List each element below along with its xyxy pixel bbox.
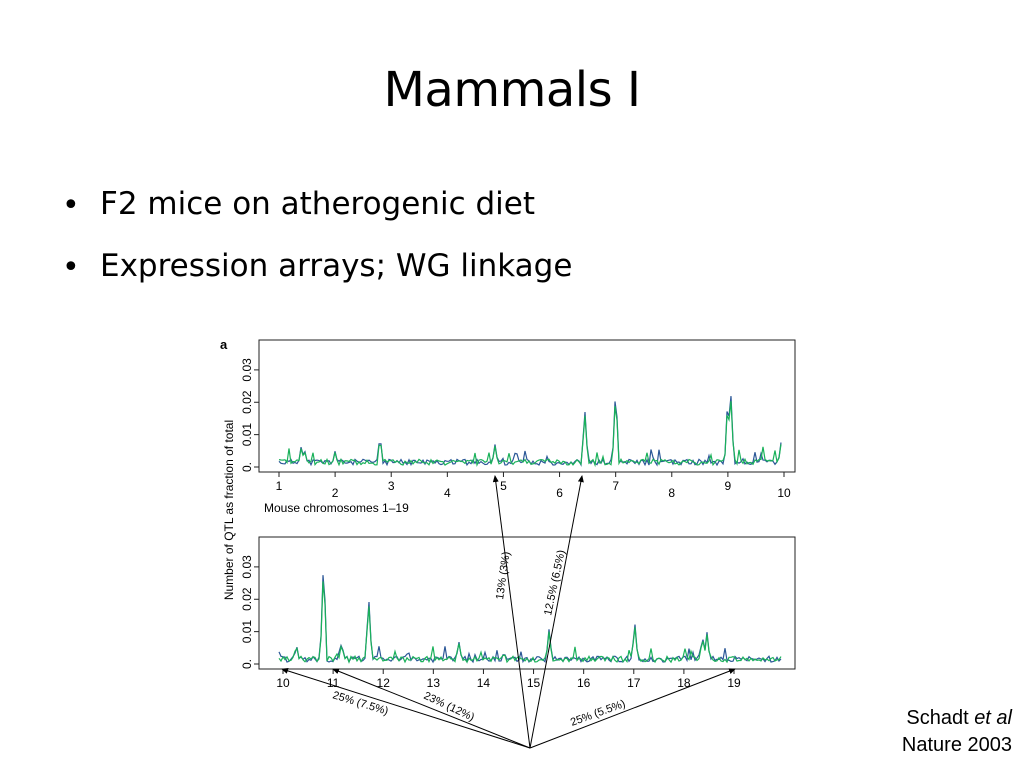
x-tick-label: 10 [777, 486, 791, 500]
y-tick-label: 0.03 [240, 358, 254, 382]
bottom-series-blue-line [278, 575, 782, 664]
y-tick-label: 0.01 [240, 423, 254, 447]
arrow-to-chr11 [332, 668, 531, 749]
bullet-dot-icon: • [62, 250, 80, 285]
annotation-arrows [281, 475, 736, 749]
bullet-dot-icon: • [62, 188, 80, 223]
x-tick-label: 11 [327, 676, 340, 690]
x-tick-label: 12 [377, 676, 391, 690]
annotation-label: 23% (12%) [422, 690, 476, 724]
x-tick-label: 3 [388, 479, 395, 493]
annotation-label: 12.5% (6.5%) [542, 549, 568, 617]
y-tick-label: 0.02 [240, 390, 254, 414]
arrow-to-chr5 [492, 475, 531, 749]
x-tick-label: 14 [477, 676, 491, 690]
x-tick-label: 4 [444, 486, 451, 500]
bottom-plot-frame [258, 536, 796, 670]
x-tick-label: 2 [332, 486, 339, 500]
y-tick-label: 0. [240, 659, 254, 669]
bullet-text: F2 mice on atherogenic diet [100, 186, 535, 222]
y-axis-label: Number of QTL as fraction of total [222, 420, 236, 600]
top-y-ticks: 0. 0.01 0.02 0.03 [240, 358, 259, 472]
x-tick-label: 10 [276, 676, 290, 690]
panel-label: a [220, 337, 228, 352]
citation: Schadt et al Nature 2003 [902, 705, 1012, 759]
y-tick-label: 0. [240, 462, 254, 472]
top-series-green-line [278, 401, 782, 468]
x-tick-label: 15 [527, 676, 541, 690]
x-tick-label: 8 [668, 486, 675, 500]
top-x-ticks: 1 2 3 4 5 6 7 8 9 10 [276, 472, 791, 500]
x-tick-label: 17 [627, 676, 641, 690]
top-series-blue-line [278, 396, 782, 467]
x-tick-label: 13 [427, 676, 441, 690]
citation-author: Schadt [906, 707, 969, 729]
bottom-y-ticks: 0. 0.01 0.02 0.03 [240, 555, 259, 669]
x-tick-label: 1 [276, 479, 283, 493]
citation-etal: et al [974, 707, 1012, 729]
x-axis-label: Mouse chromosomes 1–19 [264, 501, 409, 515]
y-tick-label: 0.02 [240, 587, 254, 611]
citation-journal: Nature 2003 [901, 734, 1012, 756]
arrow-to-chr19 [529, 668, 736, 749]
bullet-list: • F2 mice on atherogenic diet • Expressi… [60, 186, 572, 310]
top-plot-frame [258, 339, 796, 473]
y-tick-label: 0.03 [240, 555, 254, 579]
x-tick-label: 18 [677, 676, 691, 690]
y-tick-label: 0.01 [240, 620, 254, 644]
bullet-item: • Expression arrays; WG linkage [60, 248, 572, 310]
x-tick-label: 16 [577, 676, 591, 690]
bottom-series-green-line [278, 581, 782, 664]
x-tick-label: 6 [556, 486, 563, 500]
x-tick-label: 7 [612, 479, 619, 493]
bullet-item: • F2 mice on atherogenic diet [60, 186, 572, 248]
annotation-label: 25% (5.5%) [569, 698, 627, 729]
x-tick-label: 9 [725, 479, 732, 493]
arrow-to-chr6 [529, 475, 584, 749]
x-tick-label: 5 [500, 479, 507, 493]
bottom-x-ticks: 10 11 12 13 14 15 16 17 18 19 [276, 669, 741, 690]
x-tick-label: 19 [727, 676, 741, 690]
arrow-to-chr10 [281, 667, 531, 749]
slide-title: Mammals I [383, 62, 641, 118]
bullet-text: Expression arrays; WG linkage [100, 248, 573, 284]
